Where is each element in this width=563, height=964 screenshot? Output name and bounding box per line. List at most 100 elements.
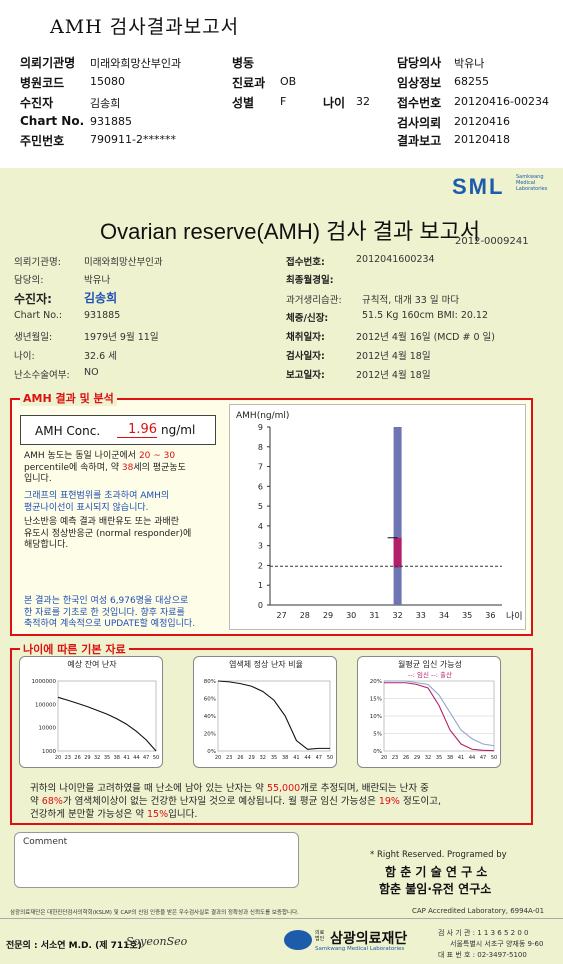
y-tick-label: 40% bbox=[204, 714, 216, 720]
value-report-date: 20120418 bbox=[454, 133, 510, 146]
series-line bbox=[217, 680, 330, 750]
x-tick-label: 23 bbox=[226, 755, 232, 761]
info-patient-label: 수진자: bbox=[14, 292, 52, 306]
x-tick-label: 33 bbox=[416, 611, 426, 620]
amh-conc-unit: ng/ml bbox=[161, 423, 196, 437]
x-tick-label: 32 bbox=[94, 755, 100, 761]
plot-area bbox=[57, 680, 157, 752]
x-tick-label: 20 bbox=[55, 755, 61, 761]
amh-chart: AMH(ng/ml) 0 1 2 3 4 5 6 7 8 9 27 28 29 30 31 32 33 34 35 36… bbox=[229, 404, 526, 630]
value-resident-no: 790911-2****** bbox=[90, 133, 176, 146]
value-department: OB bbox=[280, 75, 297, 88]
y-tick-label: 7 bbox=[258, 463, 263, 472]
age-section-title: 나이에 따른 기본 자료 bbox=[20, 641, 129, 657]
value-institution: 미래와희망산부인과 bbox=[90, 57, 182, 70]
footer-logo-icon bbox=[284, 930, 312, 950]
percentile-equivalent-age: 38 bbox=[121, 462, 134, 473]
x-tick-label: 35 bbox=[271, 755, 277, 761]
comment-label: Comment bbox=[23, 837, 68, 847]
x-tick-label: 32 bbox=[393, 611, 403, 620]
x-tick-label: 29 bbox=[248, 755, 254, 761]
footer-address: 서울특별시 서초구 양재동 9-60 bbox=[450, 940, 544, 948]
footer-accreditation-note: 삼광의료재단은 대한진단검사의학회(KSLM) 및 CAP의 신임 인증을 받은… bbox=[10, 910, 299, 916]
x-tick-label: 30 bbox=[346, 611, 356, 620]
x-tick-label: 35 bbox=[462, 611, 472, 620]
footer-org-name: 삼광의료재단 bbox=[330, 931, 408, 947]
amh-conc-label: AMH Conc. bbox=[35, 424, 101, 438]
amh-paragraph-graph-note: 그래프의 표현범위를 초과하여 AMH의 평균나이선이 표시되지 않습니다. bbox=[24, 491, 229, 514]
y-tick-label: 9 bbox=[258, 423, 263, 432]
x-tick-label: 38 bbox=[114, 755, 120, 761]
percentile-text-b: percentile에 속하며, 약 bbox=[24, 462, 119, 473]
remaining-eggs-chart: 예상 잔여 난자 1000 10000 100000 1000000 20 23 26 29 32… bbox=[19, 656, 163, 768]
report-title: Ovarian reserve(AMH) 검사 결과 보고서 bbox=[100, 219, 481, 244]
x-tick-label: 35 bbox=[436, 755, 442, 761]
info-test-date-label: 검사일자: bbox=[286, 351, 325, 362]
summary-line-3: 건강하게 분만할 가능성은 약 15%입니다. bbox=[30, 808, 530, 821]
summary-text: 입니다. bbox=[168, 809, 198, 820]
label-sex: 성별 bbox=[232, 96, 255, 110]
sml-logo-subtitle: Samkwang Medical Laboratories bbox=[516, 174, 548, 192]
label-request-date: 검사의뢰 bbox=[397, 116, 442, 130]
x-tick-label: 27 bbox=[277, 611, 287, 620]
summary-text: 건강하게 분만할 가능성은 약 bbox=[30, 809, 144, 820]
rights-institute-2: 함춘 불임·유전 연구소 bbox=[379, 882, 492, 896]
response-line: 해당합니다. bbox=[24, 540, 69, 550]
normal-eggs-svg: 염색체 정상 난자 비율 0% 20% 40% 60% 80% 20 23 26 29 32 35 38… bbox=[204, 659, 333, 761]
info-report-date-label: 보고일자: bbox=[286, 370, 325, 381]
amh-conc-value: 1.96 bbox=[117, 422, 157, 438]
amh-section-title: AMH 결과 및 분석 bbox=[20, 390, 117, 406]
x-tick-label: 47 bbox=[480, 755, 486, 761]
label-hospital-code: 병원코드 bbox=[20, 76, 65, 90]
y-tick-label: 100000 bbox=[35, 702, 56, 708]
info-cycle-label: 과거생리습관: bbox=[286, 295, 342, 306]
info-report-date-value: 2012년 4월 18일 bbox=[356, 370, 431, 381]
info-doctor-label: 담당의: bbox=[14, 275, 44, 286]
footer-lab-number: 검 사 기 관 : 1 1 3 6 5 2 0 0 bbox=[438, 929, 529, 937]
legend: --: 임신 --: 출산 bbox=[408, 670, 452, 679]
footer-divider bbox=[0, 918, 563, 919]
mini-chart-title: 월평균 임신 가능성 bbox=[398, 659, 462, 669]
summary-text: 귀하의 나이만을 고려하였을 때 난소에 남아 있는 난자는 약 bbox=[30, 783, 264, 794]
range-bar bbox=[393, 427, 402, 605]
label-chart-no: Chart No. bbox=[20, 114, 85, 128]
x-tick-label: 20 bbox=[381, 755, 387, 761]
source-line: 본 결과는 한국인 여성 6,976명을 대상으로 bbox=[24, 596, 189, 606]
y-tick-label: 1 bbox=[258, 581, 263, 590]
percentile-text-a: AMH 농도는 동일 나이군에서 bbox=[24, 451, 137, 461]
x-tick-label: 36 bbox=[485, 611, 495, 620]
info-doctor-value: 박유나 bbox=[84, 275, 111, 286]
x-tick-label: 26 bbox=[237, 755, 243, 761]
info-collect-label: 채취일자: bbox=[286, 332, 325, 343]
info-body-value: 51.5 Kg 160cm BMI: 20.12 bbox=[362, 310, 489, 321]
series-line bbox=[384, 680, 495, 747]
info-chart-no-label: Chart No.: bbox=[14, 310, 63, 321]
value-request-date: 20120416 bbox=[454, 115, 510, 128]
x-tick-label: 28 bbox=[300, 611, 310, 620]
footer-signature: SoyeonSeo bbox=[126, 935, 188, 948]
comment-box[interactable]: Comment bbox=[14, 832, 299, 888]
label-doctor: 담당의사 bbox=[397, 56, 442, 70]
x-tick-label: 32 bbox=[260, 755, 266, 761]
sml-logo: SML bbox=[452, 174, 505, 199]
x-tick-label: 32 bbox=[425, 755, 431, 761]
info-birth-label: 생년월일: bbox=[14, 332, 53, 343]
label-department: 진료과 bbox=[232, 76, 266, 90]
y-tick-label: 6 bbox=[258, 482, 263, 491]
value-receipt-no: 20120416-00234 bbox=[454, 95, 549, 108]
plot-area bbox=[217, 680, 331, 752]
info-collect-value: 2012년 4월 16일 (MCD # 0 일) bbox=[356, 332, 495, 343]
y-tick-label: 20% bbox=[370, 679, 382, 685]
age-data-section bbox=[10, 648, 533, 825]
x-tick-label: 29 bbox=[323, 611, 333, 620]
pregnancy-chance-chart: 월평균 임신 가능성 0% 5% 10% 15% 20% 20 23 26 29 32 35 38 41 4… bbox=[357, 656, 501, 768]
normal-eggs-chart: 염색체 정상 난자 비율 0% 20% 40% 60% 80% 20 23 26 29 32 35 38… bbox=[193, 656, 337, 768]
x-tick-label: 44 bbox=[133, 755, 139, 761]
rights-reserved: * Right Reserved. Programed by bbox=[370, 850, 507, 860]
y-tick-label: 5% bbox=[373, 732, 382, 738]
x-tick-label: 23 bbox=[65, 755, 71, 761]
info-age-value: 32.6 세 bbox=[84, 351, 117, 362]
age-summary: 귀하의 나이만을 고려하였을 때 난소에 남아 있는 난자는 약 55,000개… bbox=[30, 782, 530, 821]
x-tick-label: 41 bbox=[293, 755, 299, 761]
y-tick-label: 10% bbox=[370, 714, 382, 720]
